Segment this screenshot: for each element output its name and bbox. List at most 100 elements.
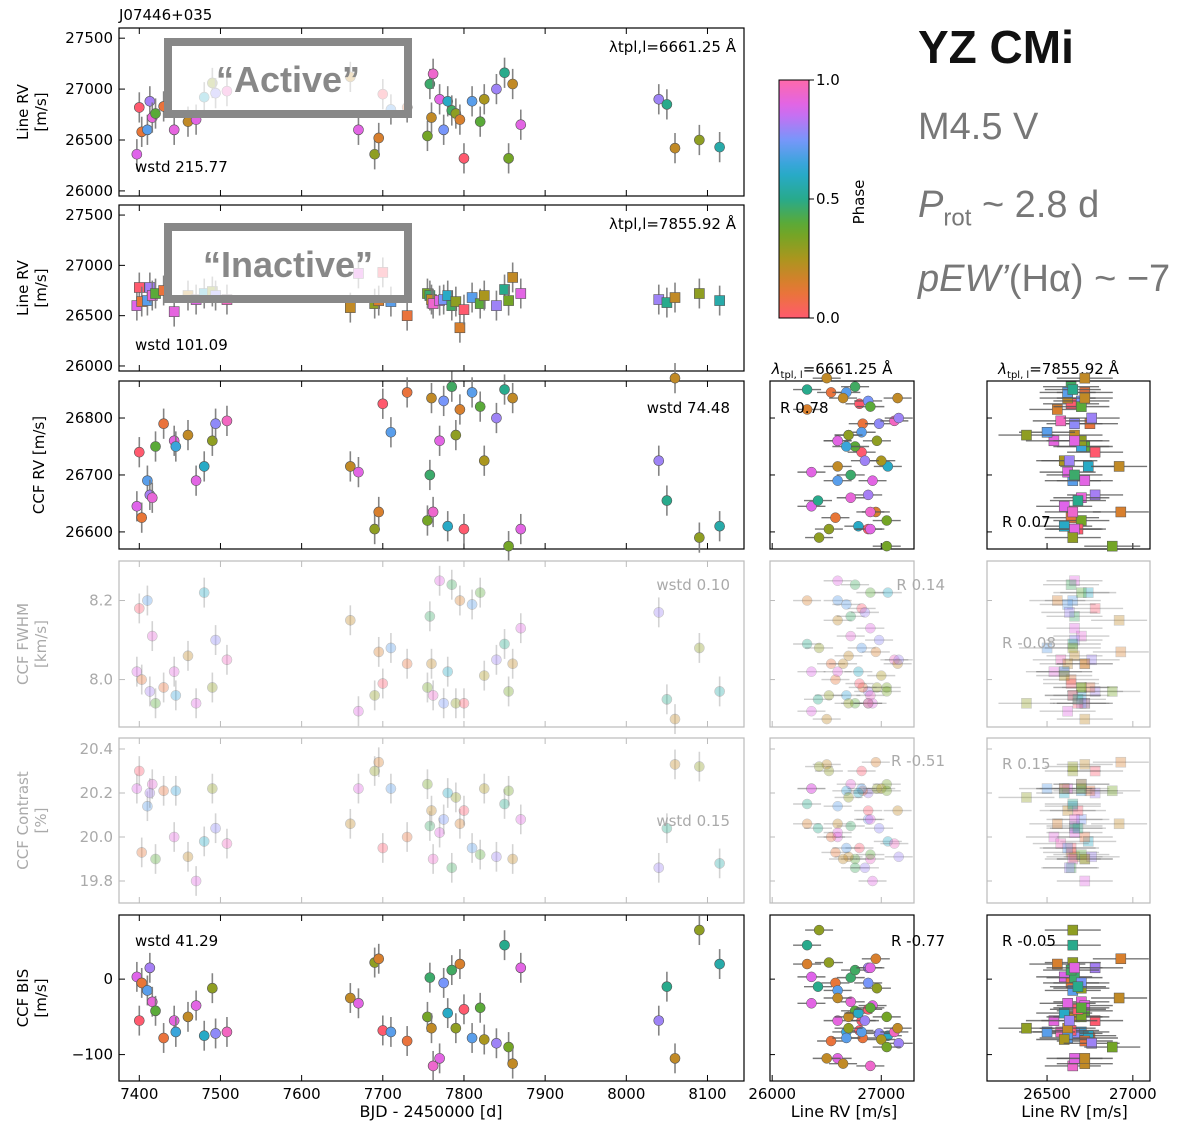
data-point: [168, 306, 180, 317]
corr-point: [832, 827, 843, 838]
data-point: [198, 587, 210, 598]
data-point: [207, 982, 218, 994]
axes-frame: [118, 737, 745, 904]
corr-point: [1115, 646, 1127, 658]
data-point: [426, 392, 437, 404]
corr-point: [813, 532, 825, 543]
title-value: =7855.92 Å: [1029, 359, 1119, 378]
corr-point: [1089, 765, 1101, 777]
data-point: [474, 116, 486, 127]
corr-point: [1064, 862, 1075, 874]
corr-panel: [986, 560, 1151, 728]
corr-point: [853, 666, 864, 677]
data-point: [694, 761, 705, 772]
data-point: [385, 783, 397, 794]
y-tick-label: 27500: [65, 206, 113, 224]
data-point: [458, 1004, 470, 1015]
data-point: [438, 814, 449, 825]
data-point: [503, 153, 514, 164]
corr-point: [832, 800, 843, 812]
data-point: [466, 599, 478, 610]
corr-point: [1079, 372, 1091, 384]
prot-value: ~ 2.8 d: [981, 184, 1100, 226]
corr-point: [843, 650, 854, 662]
data-point: [515, 119, 527, 131]
data-point: [438, 124, 449, 136]
data-point: [669, 1053, 681, 1064]
corr-point: [1079, 698, 1091, 709]
title-lambda: λ: [771, 360, 781, 378]
corr-axes-frame: [769, 560, 915, 728]
data-point: [210, 1028, 221, 1039]
corr-point: [812, 495, 824, 506]
data-point: [438, 697, 449, 709]
data-point: [446, 381, 458, 392]
corr-point: [832, 818, 843, 830]
x-axis-label-rv: Line RV [m/s]: [791, 1102, 898, 1121]
corr-point: [893, 412, 904, 424]
corr-point: [806, 783, 817, 794]
data-point: [474, 1002, 486, 1014]
data-point: [221, 415, 233, 427]
wstd-label: wstd 101.09: [135, 336, 228, 354]
corr-point: [1069, 650, 1080, 662]
data-point: [150, 108, 161, 119]
corr-point: [1082, 587, 1094, 598]
data-point: [507, 272, 518, 283]
corr-point: [1076, 682, 1087, 693]
data-point: [144, 962, 156, 974]
corr-point: [865, 1002, 876, 1014]
y-tick-label: 0: [103, 970, 113, 988]
data-point: [446, 579, 458, 591]
data-point: [353, 783, 364, 794]
corr-point: [881, 778, 892, 790]
corr-panel: [769, 737, 915, 904]
corr-point: [1115, 506, 1127, 518]
axes-frame: [118, 914, 745, 1082]
corr-point: [1089, 686, 1101, 697]
corr-point: [862, 489, 874, 501]
data-point: [345, 992, 356, 1004]
corr-point: [806, 666, 817, 677]
y-axis-label-unit: [km/s]: [32, 620, 50, 668]
corr-point: [1072, 495, 1084, 506]
data-point: [144, 686, 156, 697]
data-point: [661, 495, 673, 506]
corr-point: [862, 698, 874, 709]
data-point: [207, 783, 218, 794]
corr-point: [882, 587, 894, 598]
data-point: [515, 288, 527, 299]
data-point: [190, 475, 202, 486]
data-point: [669, 759, 681, 770]
corr-point: [1079, 658, 1091, 670]
data-point: [499, 638, 510, 650]
corr-point: [845, 630, 856, 642]
corr-point: [1115, 756, 1127, 768]
corr-point: [859, 455, 871, 466]
corr-point: [1067, 798, 1079, 810]
corr-point: [843, 792, 854, 803]
corr-point: [856, 642, 867, 654]
data-point: [210, 634, 221, 646]
x-tick-label: 7600: [283, 1085, 321, 1103]
corr-point: [1064, 607, 1075, 618]
data-point: [170, 1026, 182, 1038]
corr-point: [823, 957, 835, 968]
corr-point: [1062, 705, 1073, 717]
corr-point: [1076, 698, 1087, 709]
corr-point: [841, 842, 852, 854]
inactive-label: “Inactive”: [203, 244, 373, 285]
colorbar-tick-label: 1.0: [816, 71, 840, 89]
corr-point: [865, 587, 876, 598]
corr-point: [821, 1053, 832, 1064]
data-point: [466, 387, 478, 398]
data-point: [694, 134, 705, 146]
corr-point: [841, 690, 852, 701]
corr-point: [849, 381, 861, 392]
x-tick-label: 7800: [445, 1085, 483, 1103]
corr-point: [1058, 666, 1070, 677]
corr-point: [1082, 836, 1094, 847]
data-point: [422, 1011, 433, 1023]
panel-ccf-fwhm: [118, 560, 745, 735]
corr-point: [825, 831, 837, 843]
